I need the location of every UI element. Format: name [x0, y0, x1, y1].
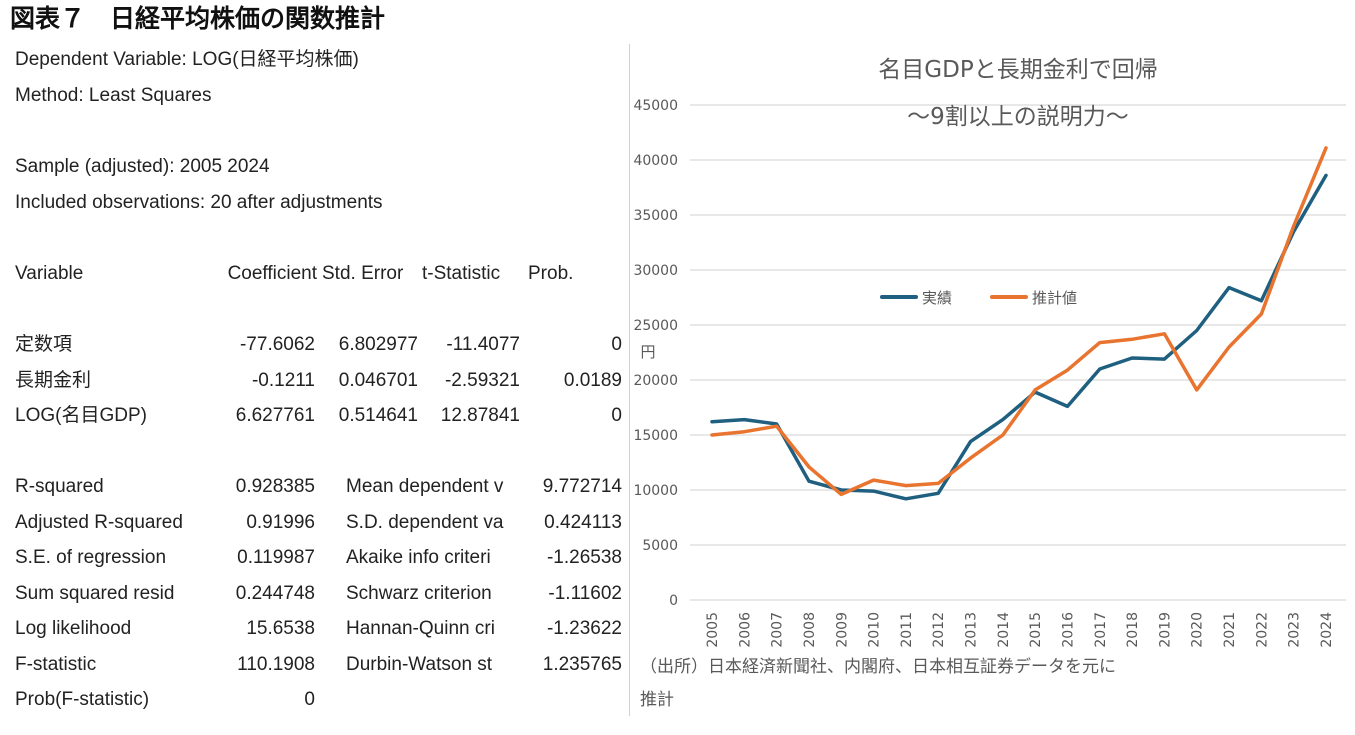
stat-value-right: -1.11602: [548, 582, 622, 604]
y-tick-label: 10000: [633, 483, 678, 499]
x-tick-label: 2015: [1028, 612, 1044, 648]
stat-label: R-squared: [15, 476, 104, 497]
coef-value: -0.1211: [251, 369, 315, 391]
stat-label-right: Schwarz criterion: [346, 582, 492, 604]
y-tick-label: 5000: [642, 538, 678, 554]
y-tick-label: 15000: [633, 428, 678, 444]
stat-label-right: Hannan-Quinn cri: [346, 618, 495, 639]
prob-value: 0: [611, 405, 622, 426]
x-tick-label: 2009: [834, 612, 850, 648]
header-std-error: Std. Error: [322, 263, 404, 284]
x-tick-label: 2022: [1254, 612, 1270, 648]
x-tick-label: 2018: [1125, 612, 1141, 648]
prob-value: 0: [611, 334, 622, 355]
y-tick-label: 40000: [633, 153, 678, 169]
coef-value: 6.627761: [235, 405, 315, 426]
x-tick-label: 2005: [705, 612, 721, 648]
stat-label: Adjusted R-squared: [15, 511, 183, 533]
stat-label-right: S.D. dependent va: [346, 511, 504, 533]
x-tick-label: 2023: [1287, 612, 1303, 648]
x-tick-label: 2019: [1157, 612, 1173, 648]
stat-value-right: 1.235765: [542, 653, 622, 675]
stat-value-right: 0.424113: [544, 511, 622, 533]
prob-value: 0.0189: [563, 369, 622, 391]
source-note-cont: 推計: [640, 690, 674, 710]
stat-value: 0.928385: [235, 476, 315, 497]
legend-label: 実績: [922, 289, 952, 307]
x-tick-label: 2006: [737, 612, 753, 648]
stat-label: Log likelihood: [15, 618, 132, 639]
t-statistic-value: -2.59321: [444, 369, 520, 391]
header-coefficient: Coefficient: [227, 263, 317, 284]
stat-value-right: -1.23622: [546, 618, 622, 639]
stat-value-right: 9.772714: [542, 476, 622, 497]
coef-value: -77.6062: [239, 334, 315, 355]
stat-value: 110.1908: [237, 653, 315, 675]
stat-value: 0.91996: [246, 511, 315, 533]
stat-label-right: Mean dependent v: [346, 476, 504, 497]
stat-label: F-statistic: [15, 653, 97, 675]
method: Method: Least Squares: [15, 85, 212, 106]
x-tick-label: 2024: [1319, 612, 1335, 648]
coef-variable: 定数項: [15, 334, 73, 355]
dependent-variable: Dependent Variable: LOG(日経平均株価): [15, 49, 359, 70]
y-tick-label: 25000: [633, 318, 678, 334]
series-line-actual: [710, 173, 1328, 501]
std-error-value: 0.514641: [338, 405, 418, 426]
x-tick-label: 2014: [996, 612, 1012, 648]
t-statistic-value: -11.4077: [446, 334, 520, 355]
stat-label: Sum squared resid: [15, 582, 175, 604]
x-tick-label: 2020: [1190, 612, 1206, 648]
x-tick-label: 2007: [770, 612, 786, 648]
y-tick-label: 45000: [633, 98, 678, 114]
header-variable: Variable: [15, 263, 84, 284]
x-tick-label: 2012: [931, 612, 947, 648]
y-axis-label: 円: [640, 343, 655, 361]
stat-value: 0: [304, 689, 315, 710]
x-tick-label: 2011: [899, 612, 915, 648]
t-statistic-value: 12.87841: [440, 405, 520, 426]
stat-label-right: Durbin-Watson st: [346, 653, 493, 675]
std-error-value: 6.802977: [338, 334, 418, 355]
y-tick-label: 20000: [633, 373, 678, 389]
y-tick-label: 0: [669, 593, 678, 609]
series-line-estimate: [710, 146, 1328, 497]
y-tick-label: 30000: [633, 263, 678, 279]
x-tick-label: 2017: [1093, 612, 1109, 648]
stat-value: 0.119987: [237, 547, 315, 568]
sample: Sample (adjusted): 2005 2024: [15, 156, 270, 177]
figure-title: 図表７ 日経平均株価の関数推計: [10, 4, 386, 33]
stat-value-right: -1.26538: [546, 547, 622, 568]
header-prob: Prob.: [528, 263, 574, 284]
x-tick-label: 2016: [1060, 612, 1076, 648]
x-tick-label: 2008: [802, 612, 818, 648]
coef-variable: 長期金利: [15, 369, 92, 391]
stat-label-right: Akaike info criteri: [346, 547, 491, 568]
std-error-value: 0.046701: [338, 369, 418, 391]
x-tick-label: 2021: [1222, 612, 1238, 648]
stat-value: 15.6538: [246, 618, 315, 639]
y-tick-label: 35000: [633, 208, 678, 224]
legend-label: 推計値: [1032, 289, 1077, 307]
x-tick-label: 2010: [867, 612, 883, 648]
header-t-statistic: t-Statistic: [422, 263, 501, 284]
divider: [629, 44, 630, 716]
chart-subtitle: ～9割以上の説明力～: [907, 104, 1129, 130]
stat-label: S.E. of regression: [15, 547, 167, 568]
source-note: （出所）日本経済新聞社、内閣府、日本相互証券データを元に: [640, 656, 1116, 677]
stat-label: Prob(F-statistic): [15, 689, 150, 710]
chart-title: 名目GDPと長期金利で回帰: [878, 57, 1157, 83]
x-tick-label: 2013: [964, 612, 980, 648]
stat-value: 0.244748: [235, 582, 315, 604]
coef-variable: LOG(名目GDP): [15, 405, 147, 426]
observations: Included observations: 20 after adjustme…: [15, 192, 383, 213]
